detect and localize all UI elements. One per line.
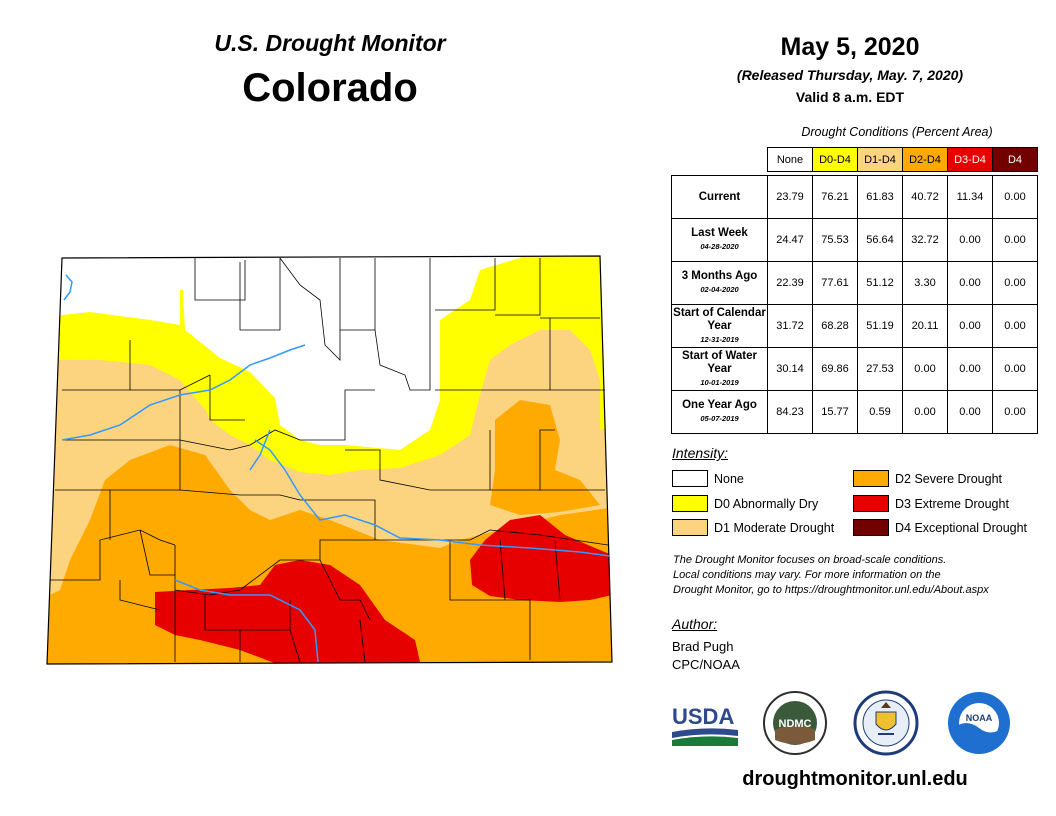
county-lines [46,255,613,665]
legend-item-none: None [672,470,744,487]
disclaimer-note: The Drought Monitor focuses on broad-sca… [673,553,1043,598]
row-label-current: Current [671,175,768,219]
author-name: Brad Pugh [672,639,734,654]
table-cell: 15.77 [812,390,858,434]
table-cell: 0.00 [947,347,993,391]
table-cell: 0.00 [992,304,1038,348]
table-row: Start of Water Year 10-01-2019 30.14 69.8… [671,347,1038,391]
site-link[interactable]: droughtmonitor.unl.edu [742,768,968,790]
table-cell: 0.00 [992,347,1038,391]
table-cell: 51.12 [857,261,903,305]
legend-item-d1: D1 Moderate Drought [672,519,834,536]
note-line: The Drought Monitor focuses on broad-sca… [673,554,947,566]
noaa-logo[interactable]: NOAA [946,690,1012,756]
table-row: Start of Calendar Year 12-31-2019 31.72 6… [671,304,1038,348]
d0-west-strip [47,335,265,440]
commerce-seal[interactable] [853,690,919,756]
table-cell: 0.00 [992,261,1038,305]
table-cell: 0.00 [992,218,1038,262]
table-cell: 0.00 [947,304,993,348]
legend-swatch [672,495,708,512]
table-cell: 3.30 [902,261,948,305]
col-d4: D4 [992,147,1038,172]
table-cell: 76.21 [812,175,858,219]
table-cell: 69.86 [812,347,858,391]
ndmc-logo[interactable]: NDMC [762,690,828,756]
table-cell: 68.28 [812,304,858,348]
legend-swatch [672,519,708,536]
table-title: Drought Conditions (Percent Area) [801,125,993,139]
table-row: One Year Ago 05-07-2019 84.23 15.77 0.59 … [671,390,1038,434]
valid-time: Valid 8 a.m. EDT [795,89,905,105]
table-header-row: None D0-D4 D1-D4 D2-D4 D3-D4 D4 [672,147,1038,172]
table-cell: 32.72 [902,218,948,262]
noaa-logo-text: NOAA [966,713,993,723]
table-cell: 24.47 [767,218,813,262]
usda-logo-text: USDA [672,704,734,729]
table-cell: 84.23 [767,390,813,434]
row-label-last-week: Last Week 04-28-2020 [671,218,768,262]
product-title: U.S. Drought Monitor [214,30,446,56]
legend-item-d0: D0 Abnormally Dry [672,495,818,512]
table-row: Current 23.79 76.21 61.83 40.72 11.34 0.… [671,175,1038,219]
table-row: Last Week 04-28-2020 24.47 75.53 56.64 32… [671,218,1038,262]
table-row: 3 Months Ago 02-04-2020 22.39 77.61 51.12… [671,261,1038,305]
table-cell: 40.72 [902,175,948,219]
table-cell: 0.00 [902,347,948,391]
author-org: CPC/NOAA [672,657,740,672]
table-cell: 77.61 [812,261,858,305]
row-label-3-months: 3 Months Ago 02-04-2020 [671,261,768,305]
table-cell: 30.14 [767,347,813,391]
col-d2-d4: D2-D4 [902,147,948,172]
table-cell: 0.00 [947,390,993,434]
d2-east-area [490,400,600,515]
drought-conditions-table: None D0-D4 D1-D4 D2-D4 D3-D4 D4 Current … [671,147,1038,434]
legend-item-d4: D4 Exceptional Drought [853,519,1027,536]
release-date: (Released Thursday, May. 7, 2020) [736,67,964,83]
table-cell: 56.64 [857,218,903,262]
table-cell: 0.00 [902,390,948,434]
table-cell: 0.00 [992,390,1038,434]
legend-item-d2: D2 Severe Drought [853,470,1002,487]
row-label-water-year: Start of Water Year 10-01-2019 [671,347,768,391]
col-d1-d4: D1-D4 [857,147,903,172]
legend-title: Intensity: [672,445,729,461]
table-cell: 0.00 [992,175,1038,219]
legend-item-d3: D3 Extreme Drought [853,495,1009,512]
d3-south-area [155,560,420,664]
table-cell: 31.72 [767,304,813,348]
author-title: Author: [672,616,718,632]
ndmc-logo-text: NDMC [779,718,812,730]
legend-swatch [853,495,889,512]
table-cell: 20.11 [902,304,948,348]
table-cell: 61.83 [857,175,903,219]
table-cell: 0.59 [857,390,903,434]
map-date: May 5, 2020 [780,33,920,61]
note-line: Local conditions may vary. For more info… [673,569,941,581]
row-label-one-year: One Year Ago 05-07-2019 [671,390,768,434]
col-d3-d4: D3-D4 [947,147,993,172]
table-cell: 27.53 [857,347,903,391]
col-d0-d4: D0-D4 [812,147,858,172]
legend-swatch [853,470,889,487]
note-line[interactable]: Drought Monitor, go to https://droughtmo… [673,584,989,596]
usda-logo[interactable]: USDA [670,700,740,750]
table-cell: 23.79 [767,175,813,219]
table-cell: 75.53 [812,218,858,262]
row-label-calendar-year: Start of Calendar Year 12-31-2019 [671,304,768,348]
none-area-far-west [47,256,180,325]
legend-swatch [672,470,708,487]
table-cell: 0.00 [947,261,993,305]
table-cell: 0.00 [947,218,993,262]
drought-map [46,255,613,665]
d3-southeast-area [470,515,612,602]
table-cell: 51.19 [857,304,903,348]
legend-swatch [853,519,889,536]
rivers [61,274,611,663]
state-title: Colorado [242,66,418,110]
col-none: None [767,147,813,172]
table-cell: 22.39 [767,261,813,305]
none-area-northwest [47,256,540,450]
table-cell: 11.34 [947,175,993,219]
